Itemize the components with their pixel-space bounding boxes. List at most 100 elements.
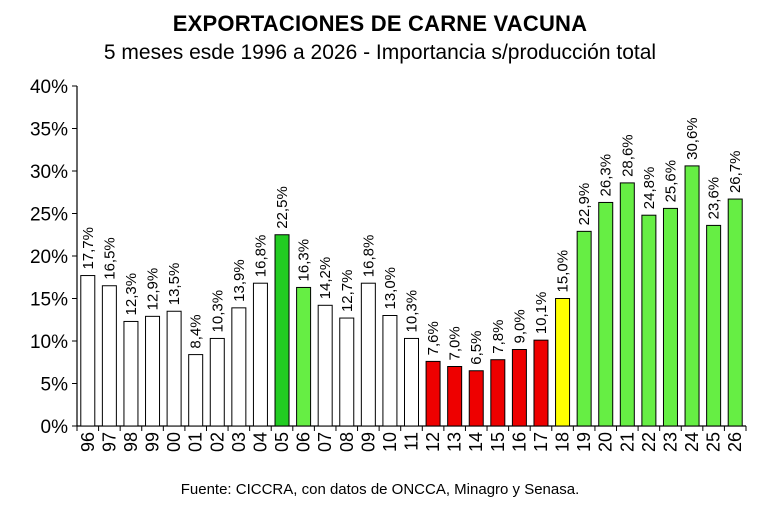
data-label: 7,0% — [447, 326, 464, 360]
y-tick-label: 20% — [30, 247, 68, 268]
x-tick-label: 15 — [488, 432, 508, 452]
bar — [576, 230, 592, 427]
x-tick-label: 03 — [229, 432, 249, 452]
x-tick-label: 96 — [78, 432, 98, 452]
y-tick-label: 0% — [41, 417, 69, 438]
bar — [662, 207, 678, 427]
data-label: 13,9% — [231, 259, 248, 302]
data-label: 16,8% — [252, 235, 269, 278]
data-label: 7,8% — [490, 319, 507, 353]
data-label: 16,8% — [360, 235, 377, 278]
bar — [511, 349, 527, 427]
data-label: 16,5% — [101, 237, 118, 280]
y-tick-label: 15% — [30, 290, 68, 311]
x-tick-label: 07 — [315, 432, 335, 452]
x-tick-label: 02 — [207, 432, 227, 452]
x-tick-label: 00 — [164, 432, 184, 452]
bar — [209, 337, 225, 427]
bar — [339, 317, 355, 427]
data-label: 22,5% — [274, 186, 291, 229]
data-label: 24,8% — [641, 167, 658, 210]
bar — [145, 315, 161, 427]
bar — [382, 315, 398, 427]
chart-title: EXPORTACIONES DE CARNE VACUNA — [172, 11, 588, 36]
bar — [425, 360, 441, 427]
bar — [404, 337, 419, 427]
bar — [231, 307, 247, 427]
x-tick-label: 05 — [272, 432, 292, 452]
bar — [296, 286, 312, 427]
data-label: 17,7% — [80, 227, 97, 270]
bar — [706, 224, 722, 427]
data-label: 14,2% — [317, 257, 334, 300]
x-tick-label: 21 — [617, 432, 637, 452]
data-label: 15,0% — [555, 250, 572, 293]
y-tick-label: 40% — [30, 77, 68, 98]
bar — [123, 320, 139, 427]
y-tick-label: 35% — [30, 120, 68, 141]
x-tick-label: 06 — [294, 432, 314, 452]
bar — [598, 201, 614, 427]
data-label: 8,4% — [188, 314, 205, 348]
x-tick-label: 23 — [660, 432, 680, 452]
data-label: 28,6% — [619, 134, 636, 177]
x-tick-label: 26 — [725, 432, 745, 452]
bar — [274, 234, 290, 427]
x-tick-label: 14 — [466, 432, 486, 452]
data-label: 12,3% — [123, 273, 140, 316]
x-tick-label: 11 — [402, 432, 422, 451]
data-label: 7,6% — [425, 321, 442, 355]
chart-source: Fuente: CICCRA, con datos de ONCCA, Mina… — [180, 481, 580, 498]
data-label: 16,3% — [296, 239, 313, 282]
data-label: 13,0% — [382, 267, 399, 310]
x-tick-label: 10 — [380, 432, 400, 452]
x-tick-label: 24 — [682, 432, 702, 452]
x-tick-label: 12 — [423, 432, 443, 452]
bar — [166, 310, 182, 427]
y-tick-label: 30% — [30, 162, 68, 183]
x-tick-label: 20 — [596, 432, 616, 452]
x-tick-label: 01 — [186, 432, 206, 452]
data-label: 10,1% — [533, 292, 550, 335]
bar — [727, 198, 743, 427]
bar — [188, 354, 204, 427]
bar — [360, 282, 376, 427]
bar — [317, 304, 333, 427]
x-tick-label: 22 — [639, 432, 659, 452]
bar — [101, 285, 117, 427]
data-label: 12,7% — [339, 270, 356, 313]
y-tick-label: 10% — [30, 332, 68, 353]
bar — [641, 214, 657, 427]
bar — [80, 275, 96, 427]
x-tick-label: 25 — [704, 432, 724, 452]
bar — [619, 182, 635, 427]
bar — [490, 359, 506, 427]
bar — [533, 339, 549, 427]
data-label: 22,9% — [576, 183, 593, 226]
y-tick-label: 5% — [41, 375, 69, 396]
data-label: 26,7% — [727, 151, 744, 194]
bar — [252, 282, 268, 427]
data-label: 30,6% — [684, 117, 701, 160]
data-label: 10,3% — [209, 290, 226, 333]
data-label: 12,9% — [145, 268, 162, 311]
data-label: 26,3% — [598, 154, 615, 197]
data-label: 6,5% — [468, 331, 485, 365]
chart-subtitle: 5 meses esde 1996 a 2026 - Importancia s… — [103, 41, 657, 64]
data-label: 25,6% — [662, 160, 679, 203]
x-tick-label: 18 — [553, 432, 573, 452]
data-label: 23,6% — [706, 177, 723, 220]
x-tick-label: 09 — [358, 432, 378, 452]
data-label: 13,5% — [166, 263, 183, 306]
data-label: 10,3% — [404, 290, 421, 333]
data-label: 9,0% — [511, 309, 528, 343]
x-tick-label: 08 — [337, 432, 357, 452]
bar — [447, 366, 463, 427]
bar — [684, 165, 700, 427]
bar — [468, 370, 484, 427]
x-tick-label: 17 — [531, 432, 551, 452]
x-tick-label: 99 — [143, 432, 163, 452]
x-tick-label: 97 — [99, 432, 119, 452]
